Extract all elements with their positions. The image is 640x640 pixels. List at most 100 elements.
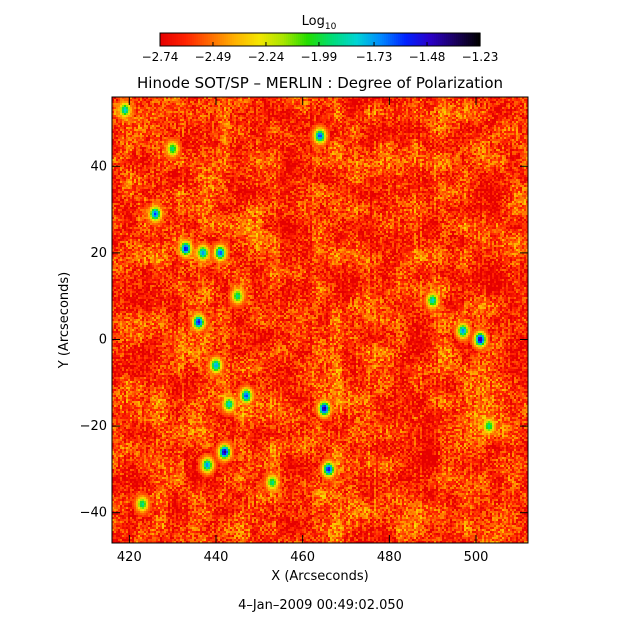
colorbar-cell xyxy=(466,33,469,46)
colorbar-cell xyxy=(436,33,439,46)
colorbar-cell xyxy=(188,33,191,46)
colorbar-tick-label: −1.99 xyxy=(301,50,338,64)
colorbar-cell xyxy=(342,33,345,46)
colorbar-cell xyxy=(164,33,167,46)
colorbar-cell xyxy=(382,33,385,46)
colorbar-cell xyxy=(374,33,377,46)
colorbar-cell xyxy=(434,33,437,46)
colorbar-cell xyxy=(306,33,309,46)
colorbar-cell xyxy=(198,33,201,46)
colorbar-cell xyxy=(258,33,261,46)
timestamp: 4–Jan–2009 00:49:02.050 xyxy=(238,598,404,613)
colorbar-cell xyxy=(256,33,259,46)
x-axis: 420 440 460 480 500 xyxy=(117,97,488,565)
colorbar-cell xyxy=(452,33,455,46)
colorbar-cell xyxy=(346,33,349,46)
colorbar-cell xyxy=(212,33,215,46)
colorbar-cell xyxy=(328,33,331,46)
colorbar-cell xyxy=(424,33,427,46)
colorbar-cell xyxy=(334,33,337,46)
colorbar-cell xyxy=(356,33,359,46)
colorbar-cell xyxy=(432,33,435,46)
colorbar-cell xyxy=(194,33,197,46)
colorbar-tick-label: −1.48 xyxy=(409,50,446,64)
colorbar-cell xyxy=(464,33,467,46)
colorbar-cell xyxy=(456,33,459,46)
colorbar-cell xyxy=(470,33,473,46)
colorbar-cell xyxy=(368,33,371,46)
colorbar-cell xyxy=(176,33,179,46)
y-axis: −40 −20 0 20 40 xyxy=(80,159,528,521)
colorbar-cell xyxy=(332,33,335,46)
colorbar-cell xyxy=(392,33,395,46)
x-axis-label: X (Arcseconds) xyxy=(271,569,368,584)
plot-frame xyxy=(111,96,529,544)
y-tick-label: 0 xyxy=(99,332,107,347)
colorbar-gradient xyxy=(160,33,481,46)
colorbar-cell xyxy=(362,33,365,46)
colorbar-cell xyxy=(372,33,375,46)
colorbar-cell xyxy=(376,33,379,46)
colorbar-cell xyxy=(200,33,203,46)
colorbar-cell xyxy=(350,33,353,46)
colorbar-cell xyxy=(380,33,383,46)
colorbar-cell xyxy=(170,33,173,46)
colorbar-cell xyxy=(438,33,441,46)
colorbar-cell xyxy=(460,33,463,46)
colorbar-cell xyxy=(324,33,327,46)
colorbar-cell xyxy=(214,33,217,46)
colorbar-cell xyxy=(250,33,253,46)
colorbar-cell xyxy=(284,33,287,46)
colorbar-cell xyxy=(226,33,229,46)
colorbar-cell xyxy=(160,33,163,46)
colorbar-cell xyxy=(268,33,271,46)
colorbar-cell xyxy=(234,33,237,46)
colorbar: Log10 −2.74 −2.49 −2.24 −1.99 −1.73 −1.48 −1.2… xyxy=(142,14,499,64)
colorbar-cell xyxy=(266,33,269,46)
colorbar-cell xyxy=(296,33,299,46)
colorbar-cell xyxy=(232,33,235,46)
colorbar-cell xyxy=(252,33,255,46)
colorbar-ticks: −2.74 −2.49 −2.24 −1.99 −1.73 −1.48 −1.23 xyxy=(142,42,498,64)
colorbar-cell xyxy=(440,33,443,46)
colorbar-cell xyxy=(402,33,405,46)
colorbar-cell xyxy=(298,33,301,46)
y-tick-label: −20 xyxy=(80,419,107,434)
colorbar-cell xyxy=(166,33,169,46)
colorbar-cell xyxy=(184,33,187,46)
colorbar-cell xyxy=(190,33,193,46)
colorbar-cell xyxy=(230,33,233,46)
colorbar-cell xyxy=(448,33,451,46)
colorbar-cell xyxy=(204,33,207,46)
colorbar-cell xyxy=(278,33,281,46)
colorbar-cell xyxy=(270,33,273,46)
colorbar-cell xyxy=(360,33,363,46)
colorbar-cell xyxy=(246,33,249,46)
chart-title: Hinode SOT/SP – MERLIN : Degree of Polar… xyxy=(137,74,503,92)
colorbar-tick-label: −2.24 xyxy=(248,50,285,64)
colorbar-cell xyxy=(410,33,413,46)
colorbar-cell xyxy=(286,33,289,46)
colorbar-tick-label: −2.49 xyxy=(195,50,232,64)
colorbar-label: Log10 xyxy=(302,14,337,32)
colorbar-cell xyxy=(326,33,329,46)
colorbar-cell xyxy=(280,33,283,46)
colorbar-cell xyxy=(222,33,225,46)
colorbar-cell xyxy=(292,33,295,46)
colorbar-cell xyxy=(420,33,423,46)
colorbar-cell xyxy=(348,33,351,46)
colorbar-cell xyxy=(192,33,195,46)
colorbar-cell xyxy=(186,33,189,46)
colorbar-cell xyxy=(458,33,461,46)
colorbar-cell xyxy=(304,33,307,46)
colorbar-cell xyxy=(294,33,297,46)
colorbar-cell xyxy=(428,33,431,46)
colorbar-cell xyxy=(224,33,227,46)
colorbar-cell xyxy=(454,33,457,46)
colorbar-cell xyxy=(472,33,475,46)
colorbar-cell xyxy=(174,33,177,46)
colorbar-cell xyxy=(290,33,293,46)
colorbar-tick-label: −2.74 xyxy=(142,50,179,64)
colorbar-cell xyxy=(330,33,333,46)
colorbar-cell xyxy=(238,33,241,46)
